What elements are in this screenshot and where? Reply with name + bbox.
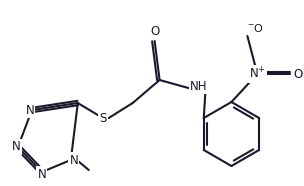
Text: N: N bbox=[37, 168, 46, 180]
Text: N: N bbox=[12, 140, 20, 153]
Text: N: N bbox=[69, 153, 78, 166]
Text: $\mathregular{N^{+}}$: $\mathregular{N^{+}}$ bbox=[249, 66, 266, 82]
Text: N: N bbox=[26, 103, 34, 116]
Text: O: O bbox=[294, 68, 303, 81]
Text: $\mathregular{{}^{-}}$O: $\mathregular{{}^{-}}$O bbox=[247, 22, 264, 34]
Text: O: O bbox=[150, 25, 159, 38]
Text: NH: NH bbox=[190, 79, 207, 92]
Text: S: S bbox=[99, 111, 106, 124]
